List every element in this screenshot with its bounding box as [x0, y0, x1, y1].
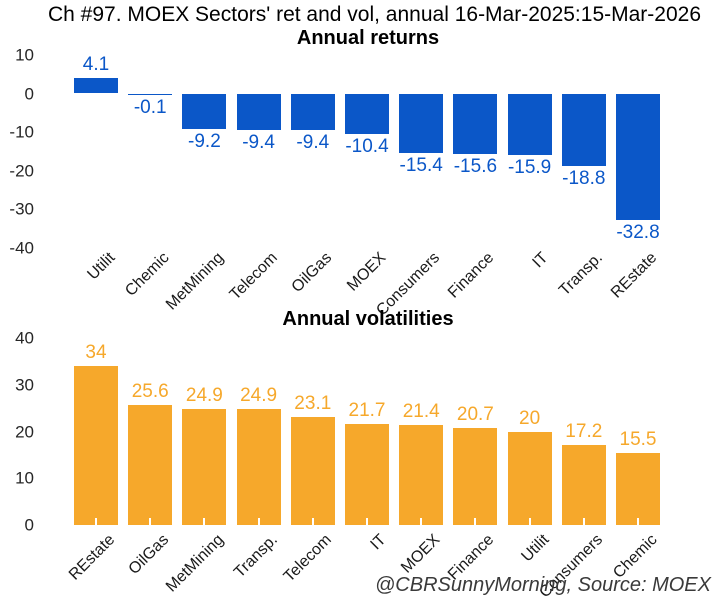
- value-label: 24.9: [240, 384, 278, 406]
- x-axis-tick: [95, 518, 97, 525]
- bar-REstate: [74, 366, 118, 525]
- x-axis-tick: [637, 518, 639, 525]
- x-axis-tick: [311, 518, 314, 525]
- y-axis-tick-label: 10: [15, 468, 34, 488]
- x-axis-category-label: Chemic: [122, 249, 173, 300]
- x-axis-category-label: OilGas: [288, 249, 336, 296]
- bar-OilGas: [128, 405, 173, 525]
- value-label: -9.4: [242, 131, 275, 153]
- x-axis-category-label: MetMining: [162, 249, 227, 314]
- value-label: 21.4: [402, 400, 440, 422]
- x-axis-category-label: REstate: [608, 249, 661, 302]
- y-axis-tick-label: -20: [9, 161, 34, 180]
- x-axis-category-label: Utilit: [517, 531, 552, 566]
- bar-MetMining: [182, 93, 227, 129]
- bar-Finance: [453, 428, 498, 525]
- x-axis-tick: [474, 518, 477, 525]
- bar-REstate: [616, 93, 660, 220]
- value-label: -0.1: [133, 97, 167, 118]
- y-axis-tick-label: -40: [9, 238, 34, 257]
- x-axis-category-label: Telecom: [280, 531, 336, 586]
- bar-Consumers: [399, 93, 444, 153]
- value-label: -9.4: [296, 131, 330, 153]
- value-label: 4.1: [82, 53, 110, 75]
- value-label: 23.1: [294, 393, 332, 414]
- y-axis-tick-label: -30: [9, 199, 34, 219]
- x-axis-category-label: Transp.: [556, 249, 607, 300]
- x-axis-category-label: MOEX: [398, 531, 444, 577]
- x-axis-tick: [420, 518, 423, 525]
- x-axis-tick: [203, 518, 206, 525]
- x-axis-category-label: MOEX: [343, 249, 390, 295]
- y-axis-tick-label: 40: [15, 328, 34, 348]
- bar-Transp.: [561, 93, 606, 166]
- value-label: 34: [85, 342, 107, 364]
- x-axis-tick: [582, 518, 585, 525]
- bar-IT: [507, 93, 552, 155]
- x-axis-tick: [257, 518, 260, 525]
- x-axis-category-label: IT: [367, 531, 390, 554]
- x-axis-category-label: MetMining: [162, 531, 227, 596]
- value-label: -15.9: [507, 156, 552, 178]
- y-axis-tick-label: 30: [15, 375, 34, 395]
- returns-chart-title: Annual returns: [296, 27, 440, 49]
- bar-Transp.: [236, 408, 281, 525]
- bar-MetMining: [182, 408, 227, 525]
- x-axis-tick: [528, 518, 531, 525]
- value-label: -18.8: [562, 167, 606, 189]
- x-axis-category-label: Utilit: [84, 249, 119, 284]
- bar-Chemic: [616, 452, 660, 525]
- y-axis-tick-label: 0: [24, 84, 34, 103]
- value-label: 21.7: [348, 399, 386, 421]
- x-axis-category-label: Transp.: [230, 531, 281, 582]
- volatilities-chart-title: Annual volatilities: [282, 308, 454, 330]
- bar-MOEX: [345, 93, 389, 134]
- bar-Consumers: [561, 444, 606, 525]
- y-axis-tick-label: 10: [15, 45, 34, 65]
- bar-MOEX: [399, 424, 444, 525]
- value-label: 15.5: [619, 428, 657, 450]
- x-axis-category-label: Telecom: [226, 249, 281, 304]
- y-axis-tick-label: 0: [24, 515, 34, 535]
- bar-OilGas: [290, 93, 335, 130]
- y-axis-tick-label: -10: [9, 122, 34, 142]
- x-axis-tick: [149, 518, 152, 525]
- value-label: 24.9: [185, 384, 223, 406]
- value-label: 20.7: [456, 404, 494, 426]
- y-axis-tick-label: 20: [15, 422, 34, 441]
- bar-Finance: [453, 93, 498, 154]
- x-axis-tick: [366, 518, 368, 525]
- bar-Utilit: [507, 431, 552, 525]
- bar-IT: [345, 423, 389, 525]
- value-label: 20: [519, 407, 541, 429]
- value-label: 25.6: [131, 381, 169, 403]
- figure-title: Ch #97. MOEX Sectors' ret and vol, annua…: [47, 3, 701, 26]
- footer-credit: @CBRSunnyMorning, Source: MOEX: [375, 574, 711, 596]
- value-label: -15.4: [399, 154, 443, 176]
- value-label: -15.6: [453, 155, 498, 177]
- bar-Chemic: [128, 93, 173, 95]
- x-axis-category-label: Finance: [445, 249, 498, 302]
- value-label: -10.4: [345, 135, 389, 157]
- value-label: 17.2: [565, 420, 603, 442]
- bar-Telecom: [290, 417, 335, 525]
- value-label: -9.2: [188, 130, 221, 152]
- bar-Utilit: [74, 77, 118, 94]
- value-label: -32.8: [616, 221, 660, 243]
- bar-Telecom: [236, 93, 281, 130]
- x-axis-category-label: OilGas: [125, 531, 173, 578]
- x-axis-category-label: IT: [529, 249, 552, 272]
- x-axis-category-label: REstate: [66, 531, 119, 584]
